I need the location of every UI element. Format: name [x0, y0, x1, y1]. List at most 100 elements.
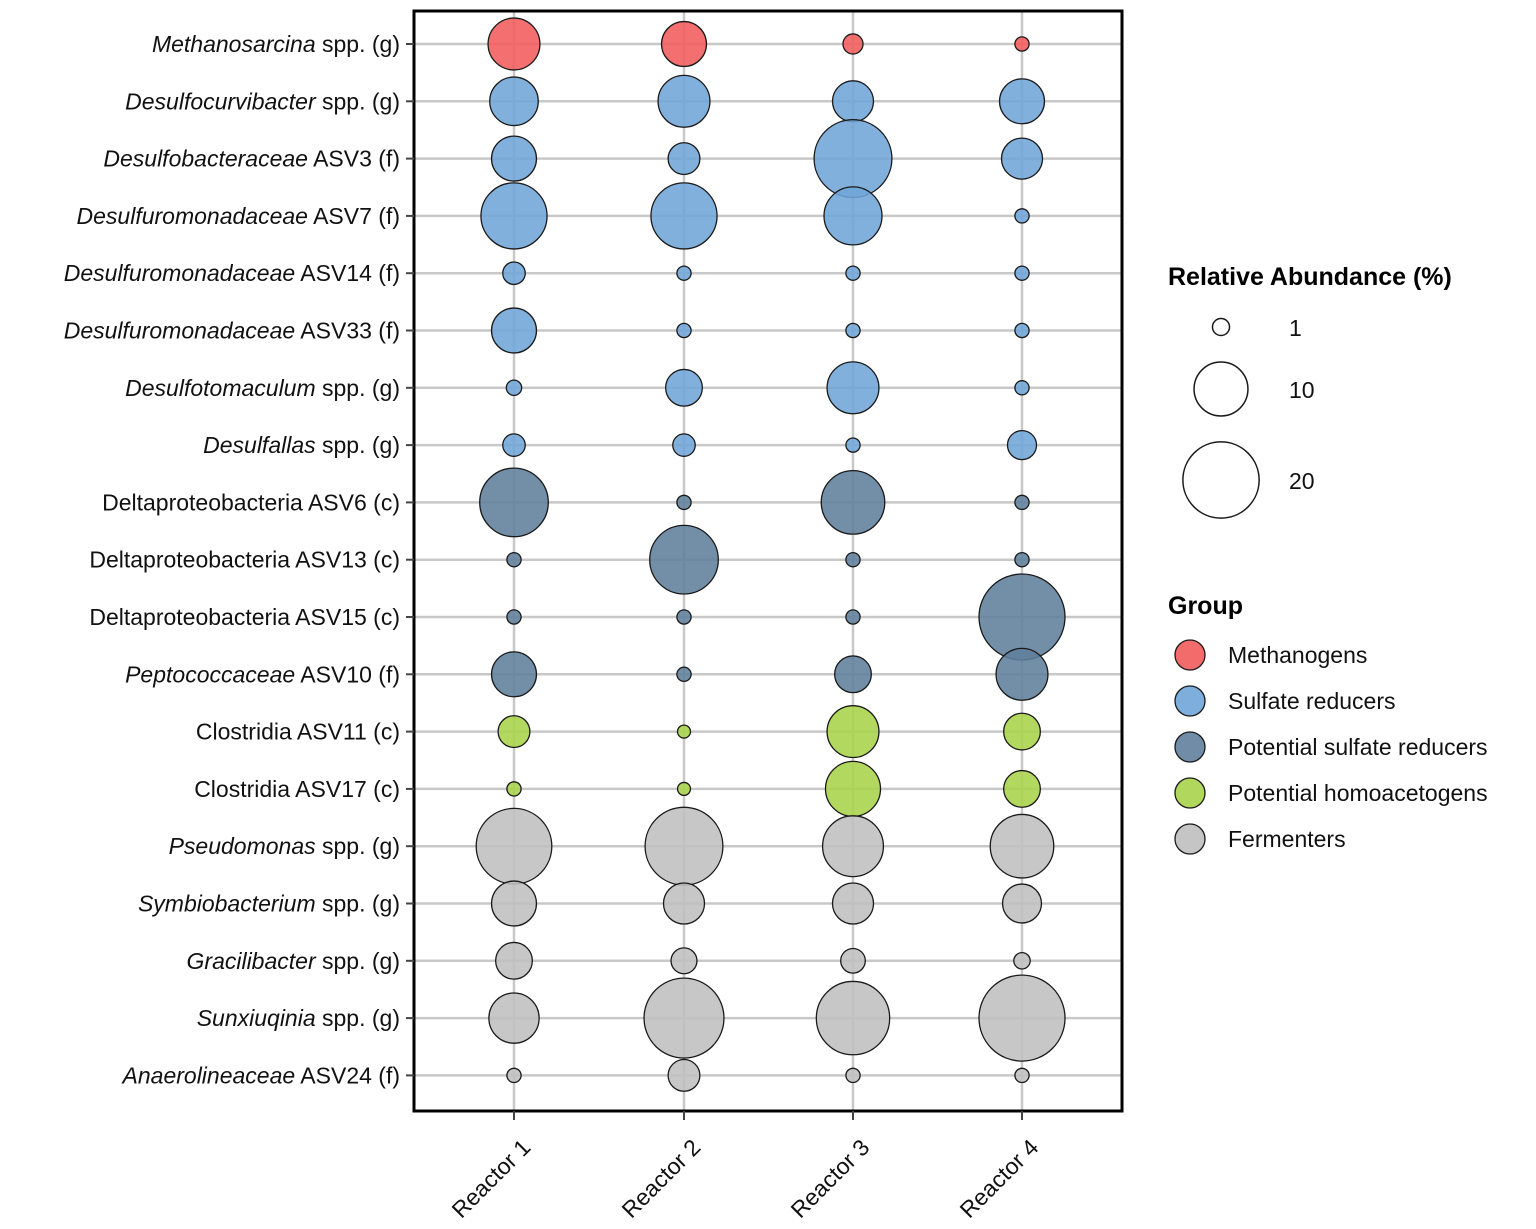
bubble — [644, 806, 724, 886]
bubble — [1014, 380, 1030, 396]
y-tick-label: Deltaproteobacteria ASV6 (c) — [102, 489, 400, 515]
taxon-name-rest: spp. (g) — [316, 375, 400, 401]
x-axis-labels: Reactor 1 Reactor 2 Reactor 3 Reactor 4 — [447, 1111, 1044, 1223]
bubble — [826, 361, 880, 415]
taxon-name-italic: Symbiobacterium — [138, 891, 316, 917]
bubble — [1014, 494, 1030, 511]
bubble — [820, 469, 886, 535]
taxon-name-italic: Desulfuromonadaceae — [77, 203, 308, 229]
bubble — [1014, 265, 1030, 281]
bubble — [506, 781, 522, 797]
y-tick-label: Desulfobacteraceae ASV3 (f) — [103, 146, 400, 172]
bubble — [998, 78, 1046, 125]
taxon-name-italic: Methanosarcina — [152, 31, 316, 57]
bubble — [667, 1058, 701, 1092]
taxon-name-rest: ASV24 (f) — [295, 1062, 400, 1088]
bubble — [823, 186, 883, 246]
y-tick-label: Desulfotomaculum spp. (g) — [125, 375, 400, 401]
taxon-name-rest: ASV14 (f) — [295, 260, 400, 286]
bubble — [490, 651, 538, 698]
size-legend-circle — [1193, 361, 1249, 417]
bubble — [502, 433, 526, 457]
taxon-name-rest: ASV7 (f) — [308, 203, 400, 229]
taxon-name-rest: spp. (g) — [316, 432, 400, 458]
bubble — [1014, 1067, 1030, 1084]
bubble — [826, 705, 880, 759]
x-tick-label: Reactor 4 — [955, 1134, 1044, 1223]
x-tick-label: Reactor 1 — [447, 1134, 536, 1223]
y-tick-label: Pseudomonas spp. (g) — [169, 833, 400, 859]
size-legend-label: 20 — [1289, 468, 1315, 494]
size-legend-circle — [1211, 317, 1231, 337]
y-tick-label: Desulfocurvibacter spp. (g) — [125, 88, 400, 114]
taxon-name-rest: spp. (g) — [316, 891, 400, 917]
bubble — [490, 135, 538, 182]
bubble — [845, 609, 861, 625]
group-legend-items: Methanogens Sulfate reducers Potential sul… — [1174, 639, 1488, 855]
taxon-name-rest: Clostridia ASV11 (c) — [196, 719, 400, 745]
y-tick-label: Anaerolineaceae ASV24 (f) — [121, 1062, 400, 1088]
bubble — [667, 142, 701, 176]
size-legend-label: 1 — [1289, 315, 1302, 341]
bubble — [1014, 208, 1030, 224]
taxon-name-italic: Anaerolineaceae — [121, 1062, 296, 1088]
bubble — [497, 715, 531, 749]
y-tick-label: Deltaproteobacteria ASV13 (c) — [89, 547, 400, 573]
bubble — [676, 781, 692, 797]
taxon-name-rest: Deltaproteobacteria ASV13 (c) — [89, 547, 400, 573]
bubble — [1000, 137, 1044, 180]
taxon-name-rest: spp. (g) — [316, 1005, 400, 1031]
taxon-name-italic: Desulfotomaculum — [125, 375, 315, 401]
taxon-name-italic: Desulfallas — [203, 432, 316, 458]
bubble — [1013, 951, 1031, 970]
bubble — [505, 379, 523, 397]
bubble — [506, 551, 522, 568]
group-legend-label: Fermenters — [1228, 826, 1346, 852]
bubble — [995, 647, 1049, 701]
bubble — [480, 182, 548, 250]
bubble — [831, 80, 875, 123]
y-tick-label: Desulfuromonadaceae ASV33 (f) — [64, 318, 400, 344]
y-tick-label: Clostridia ASV17 (c) — [194, 776, 400, 802]
bubble — [1006, 429, 1038, 461]
size-legend-circle — [1182, 441, 1260, 519]
y-tick-label: Desulfuromonadaceae ASV14 (f) — [64, 260, 400, 286]
bubble — [495, 941, 533, 980]
y-tick-label: Symbiobacterium spp. (g) — [138, 891, 400, 917]
taxon-name-rest: spp. (g) — [316, 31, 400, 57]
bubble — [845, 437, 861, 453]
x-tick-label: Reactor 2 — [617, 1134, 706, 1223]
group-legend-label: Potential homoacetogens — [1228, 780, 1488, 806]
bubble — [676, 322, 692, 339]
bubble — [978, 974, 1066, 1062]
bubble — [475, 807, 553, 885]
taxon-name-italic: Gracilibacter — [187, 948, 317, 974]
bubble — [1003, 712, 1041, 751]
bubble — [657, 74, 711, 128]
bubble — [815, 980, 891, 1056]
bubble — [502, 261, 526, 286]
bubble — [813, 119, 893, 199]
x-tick-label: Reactor 3 — [786, 1134, 875, 1223]
bubble — [649, 524, 719, 595]
group-legend-swatch — [1174, 685, 1206, 717]
size-legend: Relative Abundance (%) 1 10 20 — [1168, 263, 1452, 519]
bubble — [842, 33, 864, 55]
taxon-name-rest: ASV10 (f) — [295, 661, 400, 687]
taxon-name-rest: spp. (g) — [316, 948, 400, 974]
bubble — [490, 307, 538, 354]
bubble — [989, 813, 1055, 879]
taxon-name-rest: spp. (g) — [316, 833, 400, 859]
bubble — [821, 815, 885, 878]
bubble — [845, 322, 861, 339]
size-legend-items: 1 10 20 — [1182, 315, 1315, 519]
taxon-name-rest: ASV33 (f) — [295, 318, 400, 344]
taxon-name-italic: Peptococcaceae — [125, 661, 295, 687]
bubble — [1014, 322, 1030, 339]
taxon-name-rest: Deltaproteobacteria ASV6 (c) — [102, 489, 400, 515]
bubbles — [475, 17, 1066, 1092]
bubble — [479, 467, 549, 538]
bubble — [824, 760, 882, 818]
bubble — [676, 609, 692, 625]
